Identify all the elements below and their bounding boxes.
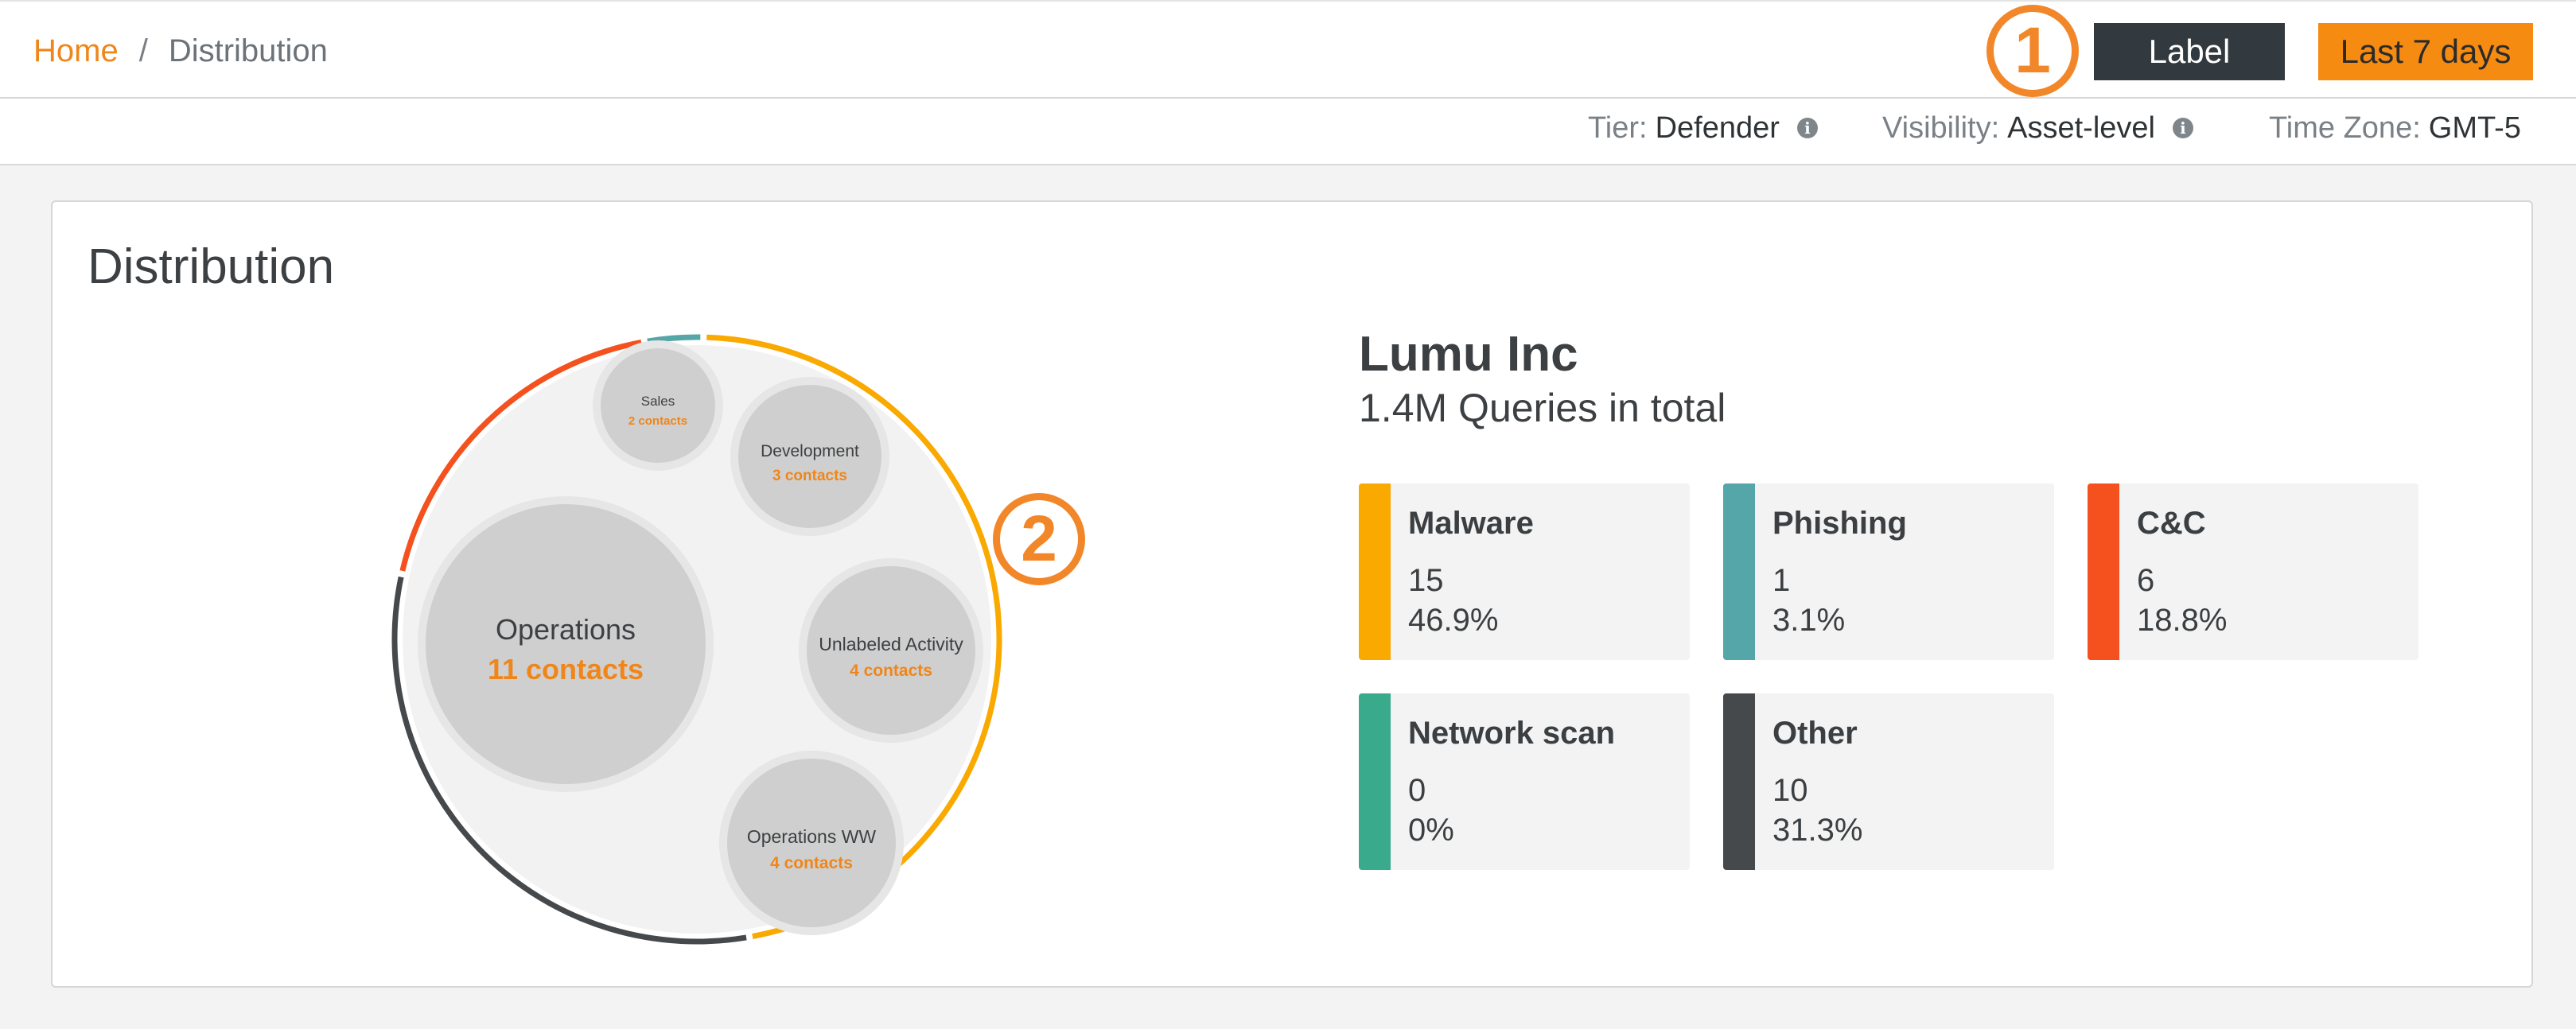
phishing-tile[interactable]: Phishing 1 3.1% — [1723, 483, 2054, 660]
bubble-operations-circle — [426, 504, 706, 784]
cc-count: 6 — [2137, 563, 2155, 598]
cc-color-bar — [2088, 483, 2119, 660]
context-info-bar: Tier: Defender i Visibility: Asset-level… — [0, 99, 2576, 165]
tier-info-icon[interactable]: i — [1796, 118, 1818, 138]
other-name: Other — [1772, 716, 1858, 751]
cc-tile[interactable]: C&C 6 18.8% — [2088, 483, 2418, 660]
cc-percent: 18.8% — [2137, 603, 2228, 638]
malware-tile[interactable]: Malware 15 46.9% — [1359, 483, 1690, 660]
bubble-operations-name: Operations — [496, 613, 636, 646]
annotation-marker-2: 2 — [993, 493, 1085, 585]
company-name: Lumu Inc — [1359, 327, 1578, 382]
bubble-development-contacts: 3 contacts — [772, 468, 847, 484]
bubble-operations-ww[interactable]: Operations WW 4 contacts — [719, 751, 904, 935]
phishing-percent: 3.1% — [1772, 603, 1846, 638]
other-color-bar — [1723, 693, 1755, 870]
total-queries: 1.4M Queries in total — [1359, 386, 1726, 430]
timezone-info: Time Zone: GMT-5 — [2269, 107, 2521, 149]
bubble-development[interactable]: Development 3 contacts — [730, 377, 889, 536]
visibility-key: Visibility: — [1882, 111, 2000, 145]
breadcrumb-current: Distribution — [168, 33, 328, 68]
cc-name: C&C — [2137, 506, 2206, 541]
label-bubble-chart: Operations 11 contacts Unlabeled Activity 4… — [391, 334, 1002, 945]
malware-percent: 46.9% — [1408, 603, 1499, 638]
bubble-development-name: Development — [761, 442, 859, 460]
bubble-operations-ww-circle — [727, 759, 896, 927]
cc-ring-arc — [399, 340, 642, 572]
tier-info: Tier: Defender i — [1588, 107, 1818, 149]
bubble-development-circle — [738, 385, 881, 528]
distribution-card: Distribution Operations 11 contacts Unlabe… — [51, 200, 2533, 988]
bubble-operations[interactable]: Operations 11 contacts — [418, 496, 714, 792]
breadcrumb-home-link[interactable]: Home — [33, 33, 119, 68]
bubble-operations-ww-name: Operations WW — [747, 826, 877, 847]
malware-count: 15 — [1408, 563, 1444, 598]
bubble-sales-circle — [601, 348, 715, 463]
bubble-sales-contacts: 2 contacts — [628, 414, 687, 428]
label-filter-button[interactable]: Label — [2094, 23, 2285, 80]
other-count: 10 — [1772, 773, 1808, 808]
phishing-name: Phishing — [1772, 506, 1907, 541]
visibility-info-icon[interactable]: i — [2172, 118, 2193, 138]
bubble-unlabeled-activity-name: Unlabeled Activity — [819, 634, 963, 654]
network-scan-color-bar — [1359, 693, 1391, 870]
bubble-operations-contacts: 11 contacts — [488, 653, 644, 685]
malware-name: Malware — [1408, 506, 1534, 541]
breadcrumb-separator: / — [138, 33, 148, 68]
phishing-color-bar — [1723, 483, 1755, 660]
tier-key: Tier: — [1588, 111, 1648, 145]
network-scan-name: Network scan — [1408, 716, 1616, 751]
date-range-button[interactable]: Last 7 days — [2318, 23, 2533, 80]
network-scan-tile[interactable]: Network scan 0 0% — [1359, 693, 1690, 870]
card-title: Distribution — [88, 239, 335, 294]
bubble-sales[interactable]: Sales 2 contacts — [593, 340, 723, 471]
other-percent: 31.3% — [1772, 813, 1863, 848]
network-scan-percent: 0% — [1408, 813, 1454, 848]
annotation-marker-1: 1 — [1986, 5, 2079, 97]
other-ring-arc — [391, 576, 747, 945]
visibility-value: Asset-level — [2007, 111, 2155, 145]
bubble-unlabeled-activity-contacts: 4 contacts — [850, 662, 932, 680]
tier-value: Defender — [1655, 111, 1780, 145]
malware-color-bar — [1359, 483, 1391, 660]
timezone-key: Time Zone: — [2269, 111, 2421, 145]
bubble-operations-ww-contacts: 4 contacts — [770, 854, 853, 872]
breadcrumb: Home / Distribution — [33, 29, 328, 73]
bubble-sales-name: Sales — [641, 394, 675, 409]
top-navigation-bar: Home / Distribution 1 Label Last 7 days — [0, 0, 2576, 99]
timezone-value: GMT-5 — [2428, 111, 2521, 145]
visibility-info: Visibility: Asset-level i — [1882, 107, 2193, 149]
network-scan-count: 0 — [1408, 773, 1426, 808]
bubble-unlabeled-activity[interactable]: Unlabeled Activity 4 contacts — [799, 558, 983, 743]
other-tile[interactable]: Other 10 31.3% — [1723, 693, 2054, 870]
phishing-count: 1 — [1772, 563, 1791, 598]
bubble-unlabeled-activity-circle — [807, 566, 975, 735]
